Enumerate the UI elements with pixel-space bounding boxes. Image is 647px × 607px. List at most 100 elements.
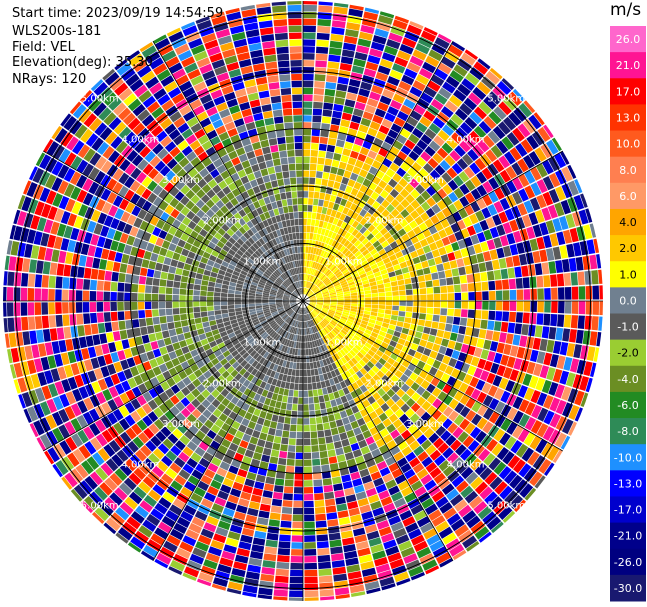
- gate: [399, 332, 408, 340]
- gate: [420, 190, 431, 201]
- gate: [254, 445, 264, 454]
- gate: [407, 348, 416, 357]
- gate: [167, 322, 175, 330]
- gate: [7, 271, 15, 286]
- gate: [303, 184, 309, 191]
- gate: [83, 267, 92, 279]
- gate: [359, 226, 367, 235]
- gate: [308, 246, 312, 254]
- gate: [331, 20, 346, 29]
- gate: [320, 457, 329, 466]
- gate: [318, 199, 324, 207]
- gate: [315, 292, 322, 296]
- gate: [308, 305, 314, 310]
- gate: [249, 328, 257, 335]
- gate: [303, 4, 317, 12]
- gate: [548, 172, 561, 188]
- gate: [326, 222, 333, 230]
- gate: [165, 308, 173, 316]
- gate: [548, 429, 561, 445]
- gate: [359, 208, 368, 217]
- gate: [221, 397, 230, 407]
- gate: [94, 345, 104, 357]
- gate: [297, 404, 303, 411]
- gate: [309, 410, 316, 418]
- gate: [248, 306, 256, 310]
- gate: [322, 243, 328, 251]
- gate: [446, 137, 458, 149]
- gate: [403, 418, 414, 429]
- gate: [304, 576, 318, 584]
- gate: [261, 496, 272, 505]
- gate: [90, 234, 100, 246]
- gate: [273, 386, 280, 394]
- gate: [563, 356, 573, 371]
- gate: [578, 286, 586, 300]
- gate: [96, 302, 104, 312]
- gate: [223, 544, 237, 554]
- gate: [267, 166, 276, 175]
- gate: [173, 522, 188, 535]
- gate: [214, 418, 225, 428]
- gate: [445, 347, 454, 357]
- gate: [241, 291, 249, 296]
- gate: [379, 95, 392, 106]
- gate: [406, 301, 413, 307]
- gate: [131, 301, 138, 310]
- gate: [255, 303, 262, 306]
- gate: [107, 399, 118, 412]
- gate: [394, 369, 404, 379]
- gate: [247, 443, 257, 452]
- gate: [353, 239, 361, 248]
- gate: [290, 562, 303, 570]
- gate: [215, 526, 229, 537]
- gate: [323, 165, 331, 173]
- gate: [266, 327, 273, 333]
- gate: [340, 198, 348, 207]
- gate: [150, 376, 160, 387]
- gate: [413, 540, 429, 553]
- gate: [188, 324, 197, 332]
- gate: [353, 108, 364, 117]
- gate: [259, 410, 267, 419]
- gate: [381, 393, 391, 403]
- gate: [290, 303, 297, 308]
- gate: [275, 401, 282, 409]
- gate: [355, 540, 369, 550]
- gate: [296, 431, 303, 439]
- gate: [275, 317, 282, 323]
- gate: [70, 227, 80, 241]
- gate: [300, 307, 302, 315]
- gate: [260, 319, 268, 325]
- gate: [41, 385, 52, 400]
- gate: [517, 158, 529, 173]
- gate: [332, 316, 340, 322]
- gate: [286, 347, 291, 354]
- gate: [251, 384, 260, 393]
- gate: [165, 249, 174, 259]
- gate: [344, 303, 351, 306]
- gate: [285, 465, 295, 473]
- gate: [187, 277, 195, 284]
- gate: [336, 83, 348, 92]
- gate: [382, 88, 395, 99]
- gate: [303, 135, 311, 143]
- gate: [291, 528, 303, 536]
- gate: [439, 315, 447, 323]
- gate: [237, 356, 245, 365]
- gate: [516, 301, 524, 312]
- gate: [255, 298, 262, 301]
- gate: [356, 94, 368, 104]
- gate: [344, 550, 358, 560]
- gate: [352, 449, 363, 458]
- gate: [174, 274, 182, 282]
- gate: [417, 319, 426, 327]
- gate: [227, 293, 235, 298]
- gate: [498, 377, 509, 390]
- gate: [329, 124, 340, 133]
- gate: [331, 476, 342, 485]
- gate: [153, 407, 164, 418]
- gate: [40, 232, 50, 247]
- gate: [310, 219, 316, 226]
- gate: [366, 338, 375, 346]
